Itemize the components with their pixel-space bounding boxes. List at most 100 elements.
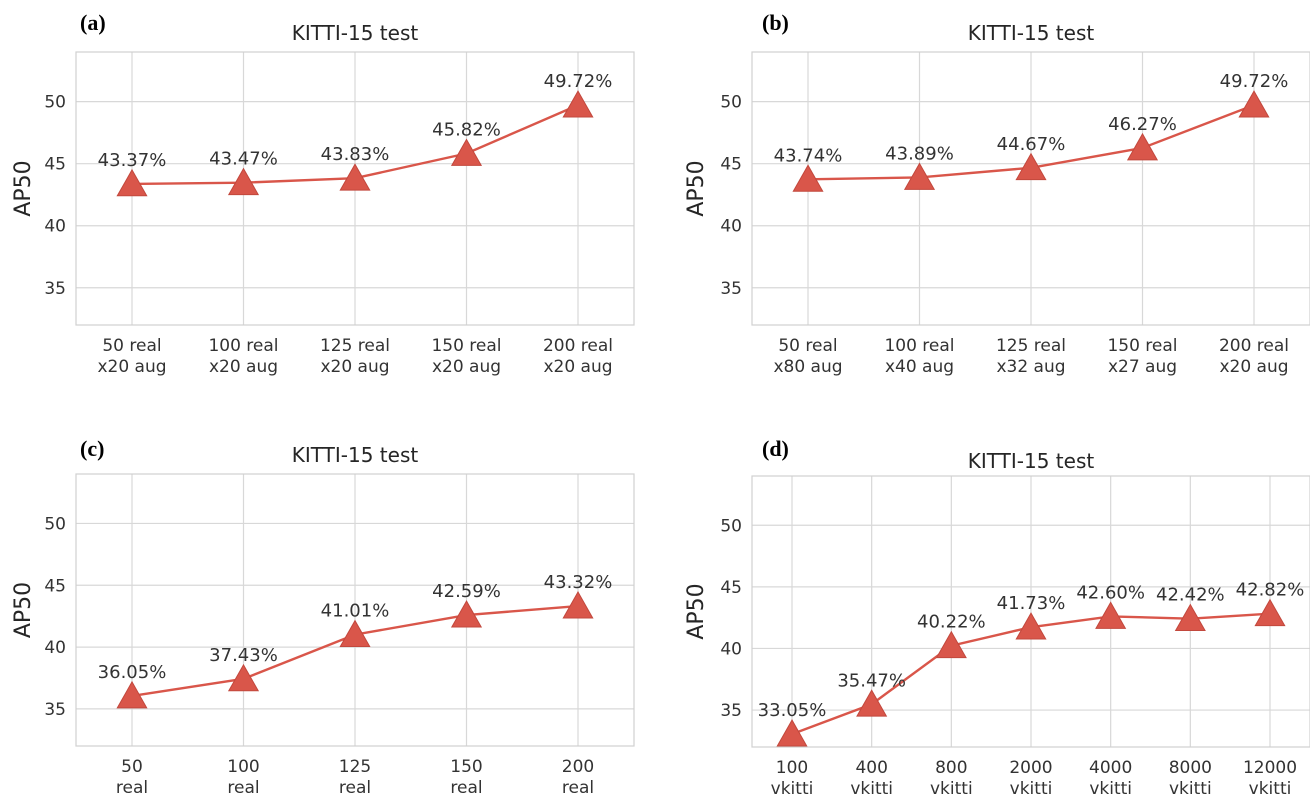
data-label: 42.59% [432,581,501,602]
x-tick-label: 125 real [320,336,390,356]
data-point-marker [562,90,594,118]
data-point-marker [562,591,594,619]
y-tick-label: 35 [44,279,66,299]
y-tick-label: 40 [44,638,66,658]
data-label: 42.82% [1236,580,1305,601]
data-label: 41.01% [321,601,390,622]
chart-title: KITTI-15 test [968,21,1095,45]
y-tick-label: 50 [44,514,66,534]
x-tick-label: real [227,778,259,794]
x-tick-label: 100 real [884,336,954,356]
x-tick-label: x40 aug [885,357,954,377]
x-tick-label: vkitti [771,779,814,794]
data-label: 46.27% [1108,114,1177,135]
x-tick-label: 100 real [208,336,278,356]
x-tick-label: 50 real [102,336,161,356]
y-axis-label: AP50 [684,583,709,639]
data-label: 49.72% [544,71,613,92]
x-tick-label: x20 aug [97,357,166,377]
x-tick-label: real [450,778,482,794]
data-label: 43.32% [544,572,613,593]
x-tick-label: 8000 [1169,758,1212,778]
y-tick-label: 35 [44,700,66,720]
data-label: 37.43% [209,645,278,666]
x-tick-label: 125 real [996,336,1066,356]
x-tick-label: vkitti [1089,779,1132,794]
data-point-marker [1095,601,1127,629]
data-label: 41.73% [997,593,1066,614]
panel-tag: (a) [80,10,106,35]
y-tick-label: 50 [720,93,742,113]
x-tick-label: x20 aug [320,357,389,377]
chart-panel-c: 3540455050real100real125real150real200re… [11,436,635,794]
data-label: 44.67% [997,134,1066,155]
y-tick-label: 40 [44,217,66,237]
data-point-marker [116,680,148,709]
y-axis-label: AP50 [11,582,36,638]
data-point-marker [1015,612,1047,640]
data-point-marker [339,163,371,191]
data-label: 43.74% [774,145,843,166]
panel-tag: (d) [762,436,789,461]
x-tick-label: x20 aug [1219,357,1288,377]
data-point-marker [1238,90,1270,118]
data-point-marker [856,689,888,717]
data-point-marker [227,663,260,692]
data-label: 49.72% [1220,71,1289,92]
data-label: 43.37% [98,150,167,171]
x-tick-label: x20 aug [209,357,278,377]
x-tick-label: x20 aug [543,357,612,377]
plot-frame [75,51,635,326]
data-point-marker [1174,603,1206,632]
data-label: 40.22% [917,612,986,633]
x-tick-label: 2000 [1009,758,1052,778]
data-point-marker [1254,598,1286,627]
data-label: 43.89% [885,143,954,164]
x-tick-label: 200 [562,757,594,777]
data-point-marker [339,619,371,648]
data-label: 43.47% [209,149,278,170]
data-label: 42.60% [1076,582,1145,603]
y-axis-label: AP50 [11,160,36,216]
y-tick-label: 50 [44,93,66,113]
x-tick-label: 4000 [1089,758,1132,778]
x-tick-label: real [116,778,148,794]
data-point-marker [116,168,148,197]
x-tick-label: 800 [935,758,967,778]
y-axis-label: AP50 [684,160,709,216]
plot-frame [751,475,1310,748]
data-point-marker [903,162,936,190]
data-label: 33.05% [758,700,827,721]
x-tick-label: x80 aug [773,357,842,377]
chart-title: KITTI-15 test [292,21,419,45]
y-tick-label: 35 [720,701,742,721]
y-tick-label: 45 [720,155,742,175]
data-point-marker [227,167,260,196]
x-tick-label: x32 aug [996,357,1065,377]
data-label: 43.83% [321,144,390,165]
x-tick-label: vkitti [1010,779,1053,794]
x-tick-label: real [339,778,371,794]
x-tick-label: vkitti [1249,779,1292,794]
data-label: 45.82% [432,120,501,141]
chart-title: KITTI-15 test [968,449,1095,473]
y-tick-label: 50 [720,516,742,536]
x-tick-label: 400 [855,758,887,778]
x-tick-label: x20 aug [432,357,501,377]
chart-title: KITTI-15 test [292,443,419,467]
x-tick-label: 100 [227,757,259,777]
x-tick-label: x27 aug [1108,357,1177,377]
x-tick-label: 125 [339,757,371,777]
plot-frame [75,473,635,747]
x-tick-label: vkitti [850,779,893,794]
data-point-marker [1015,152,1047,181]
data-point-marker [1126,132,1159,161]
y-tick-label: 35 [720,279,742,299]
y-tick-label: 40 [720,639,742,659]
x-tick-label: 200 real [543,336,613,356]
x-tick-label: 50 real [778,336,837,356]
panel-tag: (b) [762,10,789,35]
